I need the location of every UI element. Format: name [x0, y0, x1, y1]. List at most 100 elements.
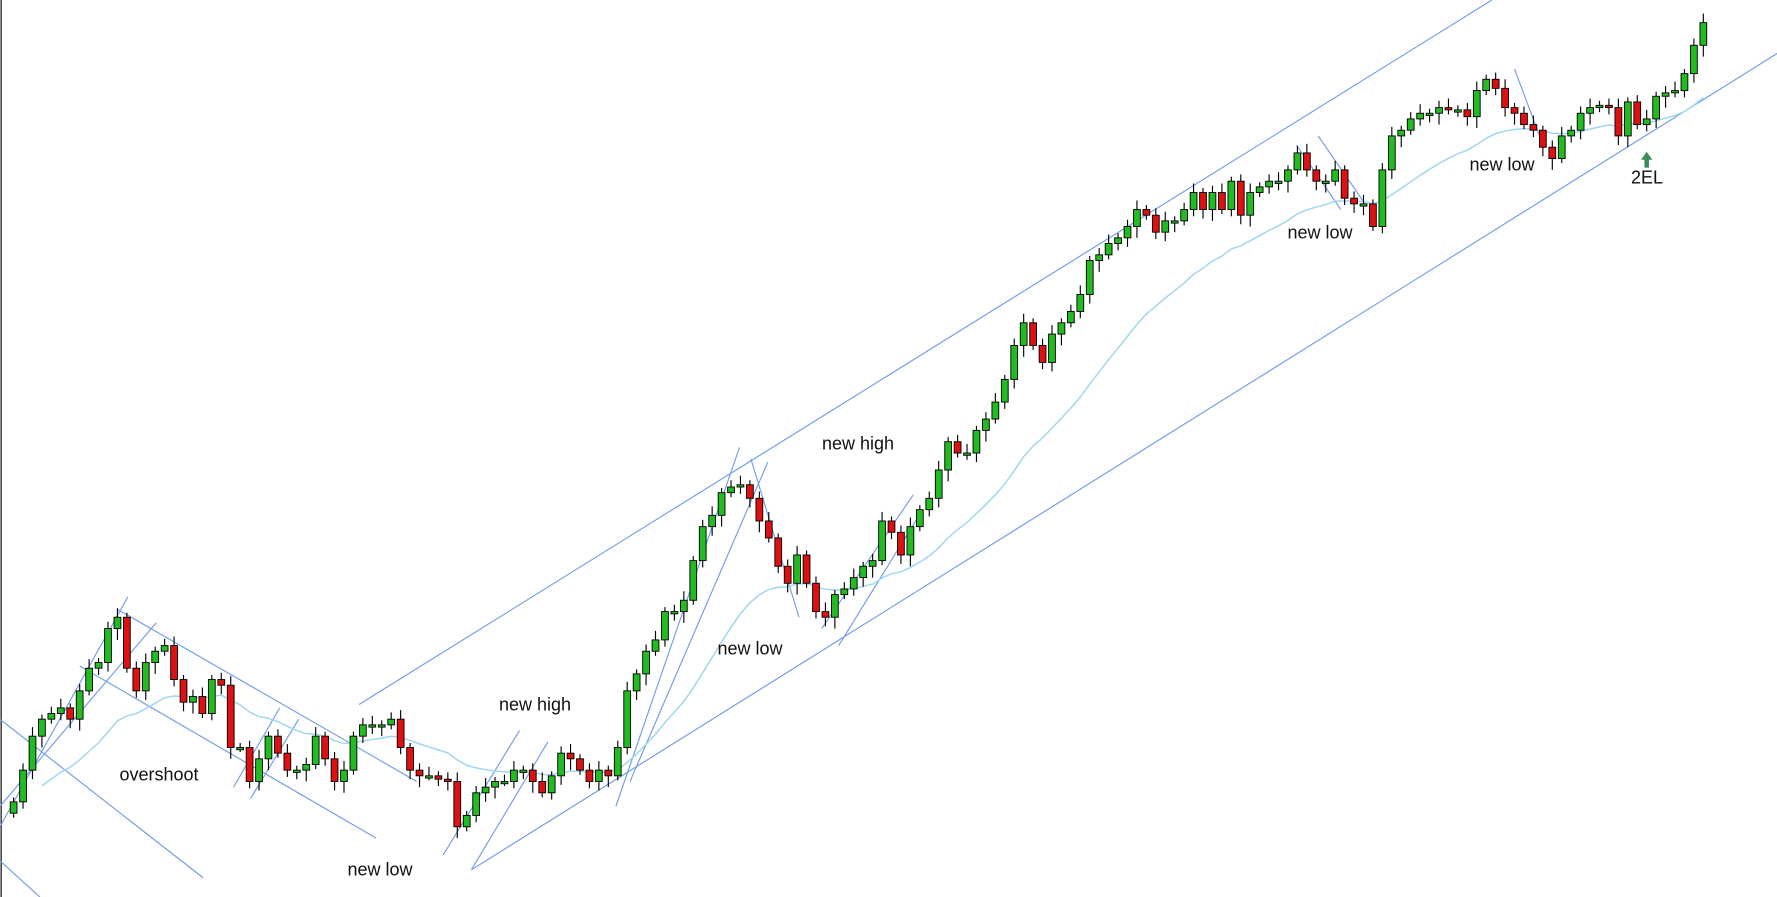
candle — [179, 675, 188, 712]
candle-body — [387, 718, 396, 726]
trendline — [470, 741, 549, 871]
candle-body — [349, 735, 358, 771]
candle-body — [1303, 152, 1311, 171]
trendline — [358, 0, 1493, 705]
candle — [340, 761, 348, 793]
candle — [915, 505, 924, 532]
candle-body — [1029, 322, 1037, 346]
candle — [802, 550, 811, 588]
candle-body — [727, 486, 735, 494]
candle-body — [1699, 22, 1708, 46]
candle — [472, 786, 481, 823]
candle-body — [906, 526, 915, 556]
candle — [1038, 338, 1047, 370]
candle — [736, 475, 745, 494]
candle-body — [443, 778, 452, 782]
candle — [840, 582, 849, 600]
candle-body — [368, 724, 377, 728]
candle-body — [1019, 322, 1028, 346]
candle — [1435, 100, 1443, 125]
candle-body — [661, 611, 669, 641]
candle — [443, 772, 452, 791]
candle-body — [1539, 129, 1547, 148]
candle-body — [1586, 107, 1594, 114]
candle-body — [585, 769, 594, 782]
candle — [793, 545, 801, 595]
candle-body — [415, 769, 424, 777]
candle — [377, 720, 386, 737]
candle-body — [1000, 378, 1009, 403]
candle-body — [1690, 44, 1698, 75]
candle — [1104, 234, 1113, 260]
candle — [897, 525, 905, 565]
candle-body — [56, 707, 65, 714]
candle-body — [1661, 92, 1670, 97]
annotation-new-low: new low — [1287, 222, 1353, 243]
candle — [1265, 174, 1273, 194]
candle — [1501, 79, 1509, 117]
candle — [1491, 72, 1500, 96]
candle — [104, 621, 112, 672]
candle — [906, 517, 915, 567]
candle-body — [1350, 197, 1358, 205]
trendline — [0, 860, 41, 897]
candle — [1359, 194, 1368, 216]
candle — [1180, 202, 1188, 226]
candle — [576, 754, 584, 775]
candle-body — [1397, 129, 1406, 137]
candle-body — [1038, 344, 1047, 363]
candle-body — [764, 520, 773, 539]
candle — [1472, 81, 1481, 128]
candle — [1444, 98, 1453, 115]
candle — [1510, 103, 1519, 125]
candle — [727, 480, 735, 498]
candle — [963, 443, 971, 460]
candle-body — [85, 667, 93, 692]
candle — [491, 776, 499, 799]
trendline — [442, 730, 521, 856]
candle — [1208, 185, 1217, 221]
candle-body — [170, 645, 178, 680]
candle — [1623, 97, 1632, 148]
candle — [1255, 182, 1264, 198]
annotation-new-high: new high — [498, 694, 572, 715]
candle — [1000, 374, 1009, 409]
candle — [1397, 125, 1406, 148]
candle-body — [1312, 169, 1321, 182]
candle — [1416, 104, 1424, 126]
candle-body — [1623, 101, 1632, 137]
candle-body — [1331, 169, 1340, 182]
candle — [538, 772, 547, 798]
candle-body — [944, 441, 952, 471]
candle — [1199, 188, 1207, 219]
candle — [406, 742, 414, 780]
candle-body — [66, 707, 75, 720]
candle-body — [972, 429, 981, 454]
candle-body — [1161, 220, 1170, 233]
candle-body — [113, 616, 122, 630]
candle — [1661, 86, 1670, 108]
trendline — [471, 52, 1777, 871]
candle-body — [236, 747, 245, 751]
candle — [1133, 200, 1141, 238]
candle — [1387, 126, 1396, 179]
candle-body — [245, 747, 254, 782]
candle-body — [576, 758, 584, 771]
candle-body — [377, 724, 386, 728]
candle-body — [859, 565, 868, 579]
candle-body — [1633, 101, 1642, 126]
trendline — [233, 707, 281, 788]
candle — [1595, 100, 1604, 113]
candle-body — [302, 764, 311, 771]
candle — [1057, 318, 1066, 346]
candle — [321, 731, 329, 766]
candle-body — [831, 594, 839, 618]
candle-body — [1218, 192, 1226, 210]
candle-body — [897, 531, 905, 556]
candle — [66, 703, 75, 729]
candle-body — [1114, 237, 1122, 244]
candle — [415, 763, 424, 788]
candle-body — [189, 696, 197, 703]
